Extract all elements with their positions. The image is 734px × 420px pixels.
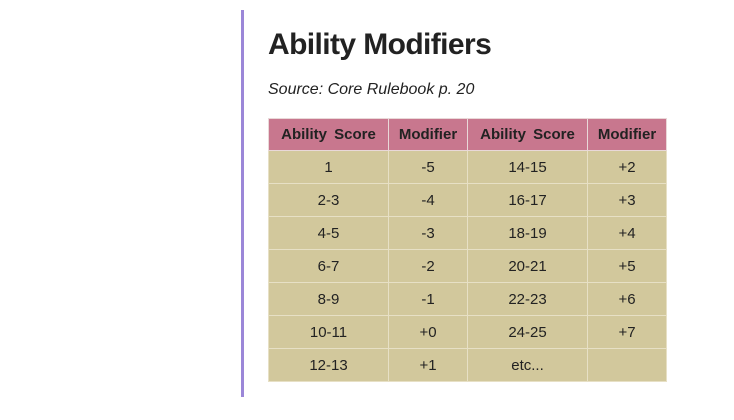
- table-cell: 8-9: [268, 282, 389, 316]
- table-cell: -3: [388, 216, 468, 250]
- table-cell: 6-7: [268, 249, 389, 283]
- table-cell: +1: [388, 348, 468, 382]
- table-cell: +3: [587, 183, 667, 217]
- table-cell: +5: [587, 249, 667, 283]
- table-header-row: Ability Score Modifier Ability Score Mod…: [268, 118, 667, 151]
- table-cell: 10-11: [268, 315, 389, 349]
- ability-modifiers-table: Ability Score Modifier Ability Score Mod…: [268, 118, 667, 382]
- table-cell: etc...: [467, 348, 588, 382]
- table-cell: +6: [587, 282, 667, 316]
- blockquote-accent-bar: [241, 10, 244, 397]
- table-cell: 14-15: [467, 150, 588, 184]
- table-cell: +0: [388, 315, 468, 349]
- table-cell: 4-5: [268, 216, 389, 250]
- table-cell: 2-3: [268, 183, 389, 217]
- table-cell: 16-17: [467, 183, 588, 217]
- column-header-modifier: Modifier: [388, 118, 468, 151]
- table-cell: 22-23: [467, 282, 588, 316]
- table-row: 12-13 +1 etc...: [268, 348, 667, 382]
- table-row: 2-3 -4 16-17 +3: [268, 183, 667, 217]
- table-cell: +7: [587, 315, 667, 349]
- column-header-ability-score: Ability Score: [467, 118, 588, 151]
- table-row: 4-5 -3 18-19 +4: [268, 216, 667, 250]
- table-row: 10-11 +0 24-25 +7: [268, 315, 667, 349]
- table-row: 6-7 -2 20-21 +5: [268, 249, 667, 283]
- table-cell: 20-21: [467, 249, 588, 283]
- table-row: 8-9 -1 22-23 +6: [268, 282, 667, 316]
- table-cell: -2: [388, 249, 468, 283]
- source-citation: Source: Core Rulebook p. 20: [268, 81, 475, 98]
- table-cell: 18-19: [467, 216, 588, 250]
- table-cell: +4: [587, 216, 667, 250]
- page-title: Ability Modifiers: [268, 28, 492, 61]
- table-cell: [587, 348, 667, 382]
- column-header-ability-score: Ability Score: [268, 118, 389, 151]
- column-header-modifier: Modifier: [587, 118, 667, 151]
- table-cell: 12-13: [268, 348, 389, 382]
- content: Ability Modifiers Source: Core Rulebook …: [268, 24, 667, 382]
- table-cell: +2: [587, 150, 667, 184]
- table-cell: 24-25: [467, 315, 588, 349]
- table-row: 1 -5 14-15 +2: [268, 150, 667, 184]
- table-cell: 1: [268, 150, 389, 184]
- table-cell: -4: [388, 183, 468, 217]
- table-cell: -1: [388, 282, 468, 316]
- table-cell: -5: [388, 150, 468, 184]
